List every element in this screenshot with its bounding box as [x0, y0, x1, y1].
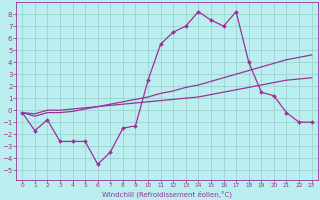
X-axis label: Windchill (Refroidissement éolien,°C): Windchill (Refroidissement éolien,°C) — [102, 190, 232, 198]
